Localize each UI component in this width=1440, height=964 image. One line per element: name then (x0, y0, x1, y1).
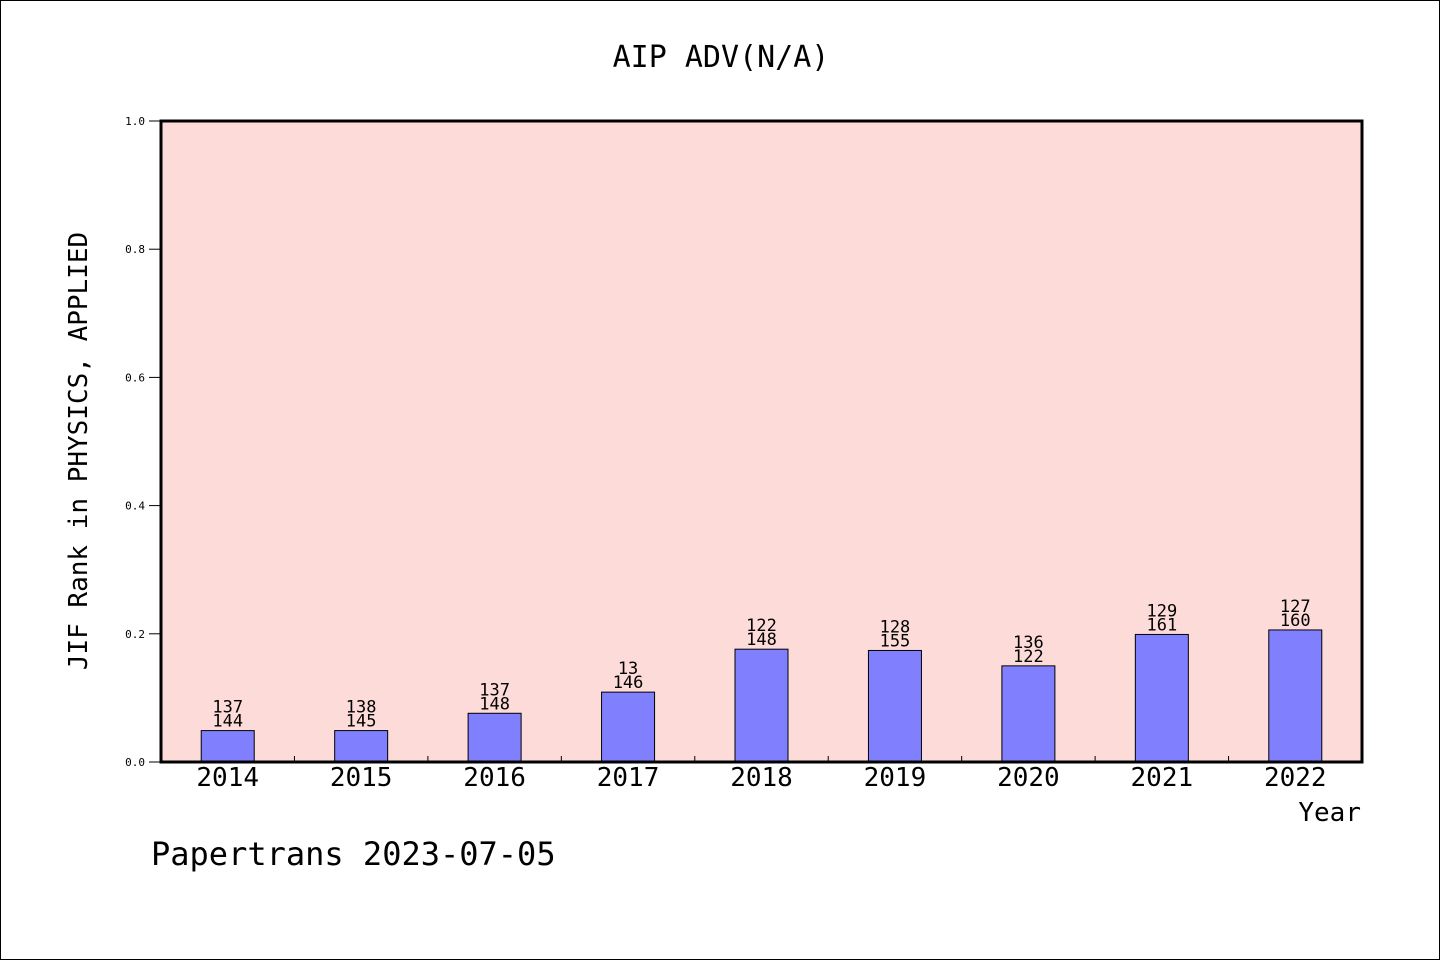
bar-2022 (1268, 629, 1323, 763)
bar-2019 (867, 649, 922, 763)
x-tick-label: 2020 (997, 763, 1060, 793)
x-tick-label: 2015 (330, 763, 393, 793)
bar-total-label: 144 (212, 712, 243, 732)
x-tick-label: 2017 (597, 763, 660, 793)
y-tick-label: 0.4 (125, 500, 145, 513)
bar-rank-label: 138 (346, 698, 377, 718)
y-tick-label: 0.2 (125, 628, 145, 641)
y-tick-label: 1.0 (125, 115, 145, 128)
plot-border (159, 119, 1364, 764)
bar-total-label: 148 (746, 630, 777, 650)
bar-total-label: 145 (346, 712, 377, 732)
x-tick-label: 2022 (1264, 763, 1327, 793)
x-tick-label: 2021 (1131, 763, 1194, 793)
x-axis-label: Year (1298, 798, 1361, 828)
bar-2020 (1001, 665, 1056, 763)
x-tick-label: 2014 (196, 763, 259, 793)
bar-2021 (1134, 633, 1189, 763)
bar-2017 (601, 691, 656, 763)
y-tick-label: 0.8 (125, 243, 145, 256)
bar-total-label: 155 (880, 631, 911, 651)
bars-group (200, 629, 1323, 763)
bar-total-label: 160 (1280, 611, 1311, 631)
bar-rank-label: 137 (212, 698, 243, 718)
chart-title: AIP ADV(N/A) (613, 40, 830, 75)
x-tick-label: 2018 (730, 763, 793, 793)
y-tick-label: 0.0 (125, 756, 145, 769)
bar-total-label: 146 (613, 673, 644, 693)
y-tick-label: 0.6 (125, 371, 145, 384)
y-axis-ticks: 0.0 0.2 0.4 0.6 0.8 1.0 (125, 115, 161, 769)
footer-credit: Papertrans 2023-07-05 (151, 835, 556, 873)
bar-rank-label: 122 (746, 616, 777, 636)
bar-total-label: 148 (479, 694, 510, 714)
bar-rank-label: 137 (479, 680, 510, 700)
bar-2018 (734, 648, 789, 763)
bar-total-label: 161 (1146, 615, 1177, 635)
x-axis-ticks: 2014 2015 2016 2017 2018 2019 2020 2021 2022 (196, 756, 1327, 793)
y-axis-label: JIF Rank in PHYSICS, APPLIED (64, 232, 94, 670)
bar-total-label: 122 (1013, 647, 1044, 667)
bar-rank-label: 127 (1280, 597, 1311, 617)
bar-2016 (467, 712, 522, 763)
bar-2015 (334, 730, 389, 763)
bar-2014 (200, 730, 255, 763)
bar-rank-label: 128 (880, 617, 911, 637)
bar-rank-label: 129 (1146, 601, 1177, 621)
x-tick-label: 2016 (463, 763, 526, 793)
bar-rank-label: 13 (618, 659, 638, 679)
bar-rank-label: 136 (1013, 633, 1044, 653)
x-tick-label: 2019 (864, 763, 927, 793)
